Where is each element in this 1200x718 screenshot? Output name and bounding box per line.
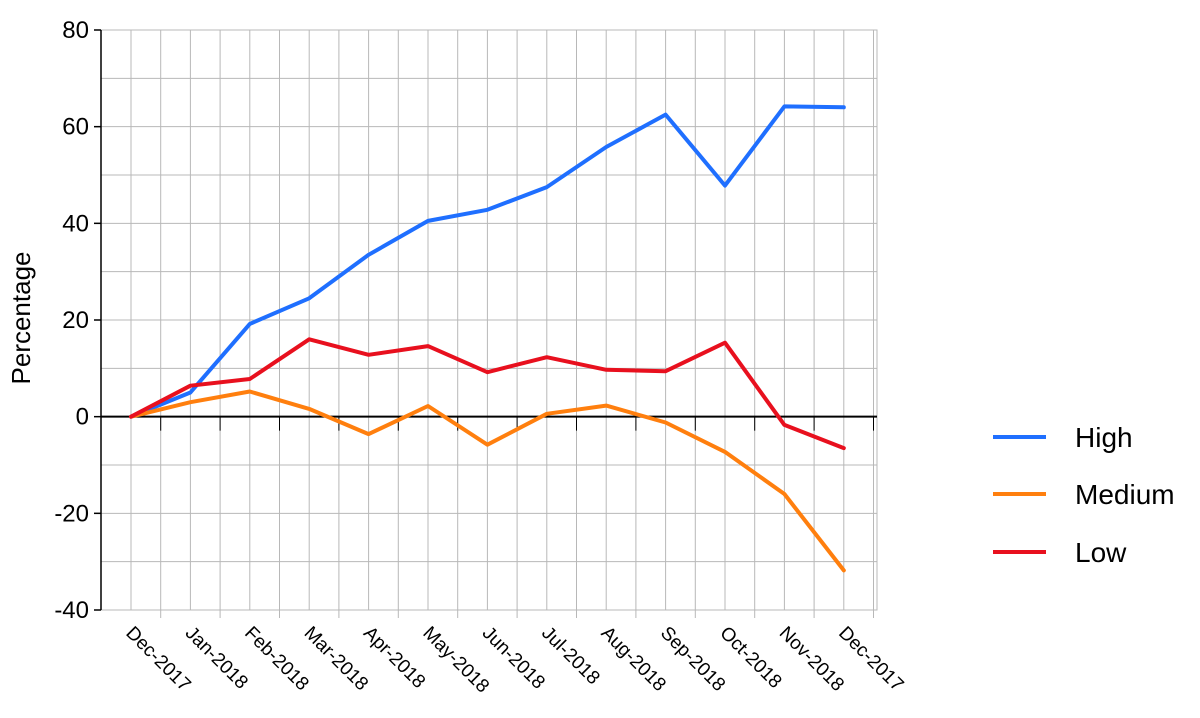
x-tick-label: Feb-2018 (240, 623, 312, 695)
legend-label-medium: Medium (1075, 479, 1175, 510)
y-tick-label: 20 (62, 307, 89, 334)
y-axis-title: Percentage (6, 252, 36, 385)
series-line-medium (129, 389, 846, 573)
zero-axis (101, 415, 877, 431)
series-line-high (129, 104, 846, 419)
legend-label-high: High (1075, 422, 1133, 453)
y-tick-label: 40 (62, 210, 89, 237)
legend: High Medium Low (993, 422, 1175, 568)
y-tick-label: 60 (62, 114, 89, 141)
x-tick-label: Mar-2018 (300, 623, 372, 695)
axes (94, 29, 874, 618)
grid (100, 29, 878, 611)
y-tick-label: 80 (62, 17, 89, 44)
y-tick-label: 0 (76, 404, 89, 431)
legend-label-low: Low (1075, 537, 1127, 568)
x-tick-labels: Dec-2017Jan-2018Feb-2018Mar-2018Apr-2018… (121, 623, 907, 698)
y-tick-labels: 80 60 40 20 0 -20 -40 (54, 17, 89, 624)
series-line-low (129, 337, 846, 451)
y-tick-label: -20 (54, 500, 89, 527)
series-group (129, 104, 846, 573)
y-tick-label: -40 (54, 597, 89, 624)
x-tick-label: Dec-2017 (834, 623, 907, 696)
